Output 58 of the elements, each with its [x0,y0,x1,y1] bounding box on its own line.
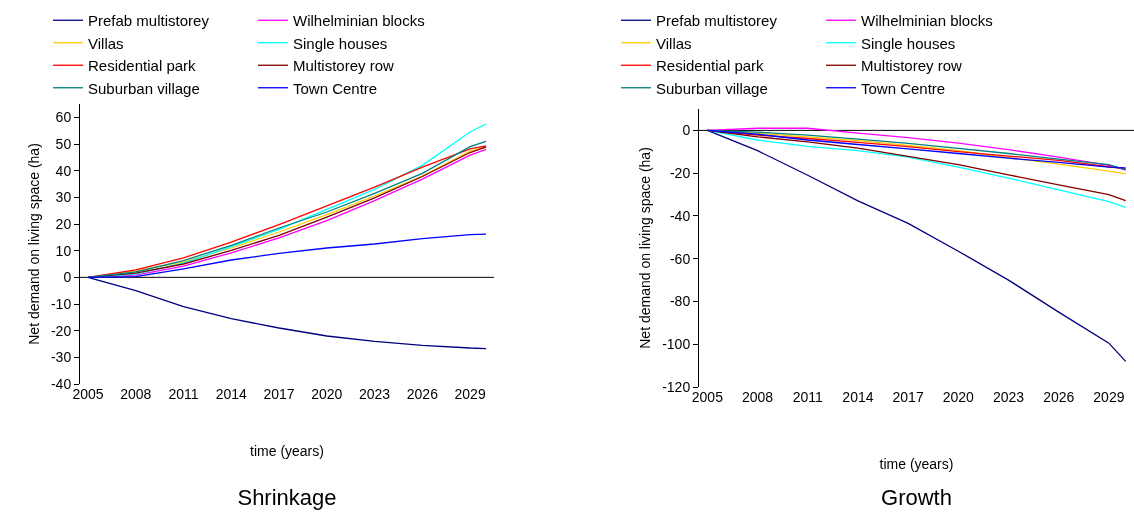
legend-label: Prefab multistorey [88,12,210,30]
y-tick-label: 20 [55,215,72,232]
y-axis-title: Net demand on living space (ha) [25,143,42,345]
x-tick-label: 2023 [359,386,391,402]
x-tick-label: 2005 [691,389,724,405]
y-tick-label: 60 [55,109,72,126]
text: Shrinkage [237,484,337,510]
y-tick-label: -40 [50,375,72,392]
y-tick-label: -20 [669,165,691,182]
y-tick-label: -10 [50,295,72,312]
x-tick-label: 2008 [120,386,152,402]
x-tick-label: 2014 [215,386,248,402]
legend-label: Single houses [861,34,956,52]
legend-label: Villas [656,34,692,52]
legend-label: Wilhelminian blocks [861,12,993,30]
x-tick-label: 2011 [168,386,199,402]
x-tick-label: 2020 [942,389,975,405]
y-tick-label: 50 [55,135,72,152]
legend-label: Residential park [88,57,197,75]
legend-label: Single houses [293,34,388,52]
y-tick-label: 40 [55,162,72,179]
legend-label: Multistorey row [293,57,395,75]
legend-label: Suburban village [656,79,768,97]
legend-label: Villas [88,34,124,52]
y-tick-label: 0 [63,269,72,286]
x-tick-label: 2011 [792,389,824,405]
x-tick-label: 2020 [311,386,343,402]
x-tick-label: 2005 [72,386,104,402]
y-tick-label: -100 [662,336,691,353]
x-axis-title: time (years) [879,456,954,473]
legend-label: Town Centre [861,79,946,97]
legend-label: Wilhelminian blocks [293,12,425,30]
x-tick-label: 2017 [263,386,295,402]
legend-label: Multistorey row [861,57,963,75]
x-tick-label: 2026 [406,386,439,402]
y-tick-label: -60 [669,250,691,267]
x-tick-label: 2029 [454,386,486,402]
legend-label: Suburban village [88,79,200,97]
legend-label: Town Centre [293,79,378,97]
y-tick-label: 30 [55,189,72,206]
x-tick-label: 2029 [1093,389,1125,405]
y-tick-label: -30 [50,349,72,366]
y-tick-label: 0 [682,122,691,139]
legend-label: Prefab multistorey [656,12,778,30]
text: Growth [881,484,952,510]
y-tick-label: 10 [55,242,72,259]
x-tick-label: 2008 [741,389,774,405]
x-axis-title: time (years) [250,443,324,460]
y-tick-label: -20 [50,322,72,339]
x-tick-label: 2023 [992,389,1025,405]
y-tick-label: -40 [669,207,691,224]
x-tick-label: 2026 [1043,389,1075,405]
x-tick-label: 2014 [842,389,874,405]
y-tick-label: -80 [669,293,691,310]
x-tick-label: 2017 [892,389,924,405]
y-axis-title: Net demand on living space (ha) [636,147,653,349]
legend-label: Residential park [656,57,765,75]
y-tick-label: -120 [662,378,691,395]
